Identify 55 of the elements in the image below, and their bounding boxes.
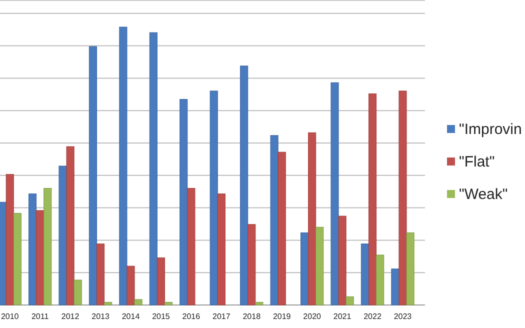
bar	[316, 226, 324, 306]
bar	[300, 232, 309, 306]
bar	[58, 166, 67, 306]
legend-label: "Improvin	[459, 121, 522, 138]
bar	[119, 26, 128, 306]
bar	[368, 93, 377, 306]
bar	[360, 244, 369, 306]
bar	[126, 266, 135, 306]
bar	[406, 232, 414, 306]
x-tick-label: 2013	[92, 312, 110, 321]
bar	[187, 188, 196, 306]
x-tick-label: 2021	[333, 312, 352, 321]
x-tick-label: 2022	[364, 312, 382, 321]
bar	[44, 188, 52, 306]
bar	[255, 302, 264, 306]
bar	[217, 194, 226, 306]
bar	[156, 257, 165, 306]
x-tick-label: 2011	[31, 312, 50, 321]
bar	[88, 46, 97, 306]
bar	[338, 216, 346, 306]
bar	[66, 146, 74, 306]
x-tick-label: 2018	[242, 312, 262, 321]
bar	[398, 90, 407, 306]
bar	[180, 99, 188, 306]
x-tick-label: 2016	[182, 312, 201, 321]
bar	[13, 213, 22, 306]
bar	[391, 268, 400, 306]
bar	[74, 280, 82, 306]
x-tick-label: 2014	[122, 312, 140, 321]
bar	[149, 32, 158, 306]
bar	[330, 82, 339, 306]
bar	[248, 224, 256, 306]
bar	[308, 132, 316, 306]
bar	[28, 194, 37, 306]
x-tick-label: 2019	[272, 312, 292, 321]
bar	[104, 302, 112, 306]
x-tick-label: 2015	[152, 312, 170, 321]
bar	[240, 66, 248, 306]
legend-label: "Flat"	[459, 154, 495, 170]
x-tick-label: 2017	[212, 312, 231, 321]
bar	[164, 302, 173, 306]
bar	[376, 254, 384, 306]
bar	[36, 210, 44, 306]
bar	[278, 152, 286, 306]
bar	[96, 244, 105, 306]
x-tick-label: 2023	[394, 312, 412, 321]
bar	[6, 174, 14, 306]
x-tick-label: 2010	[0, 312, 20, 321]
bar	[134, 299, 142, 306]
bar	[210, 90, 218, 306]
bar	[346, 296, 354, 306]
legend-label: "Weak"	[459, 186, 508, 203]
x-tick-label: 2012	[61, 312, 80, 321]
x-tick-label: 2020	[303, 312, 322, 321]
bar	[270, 135, 278, 306]
